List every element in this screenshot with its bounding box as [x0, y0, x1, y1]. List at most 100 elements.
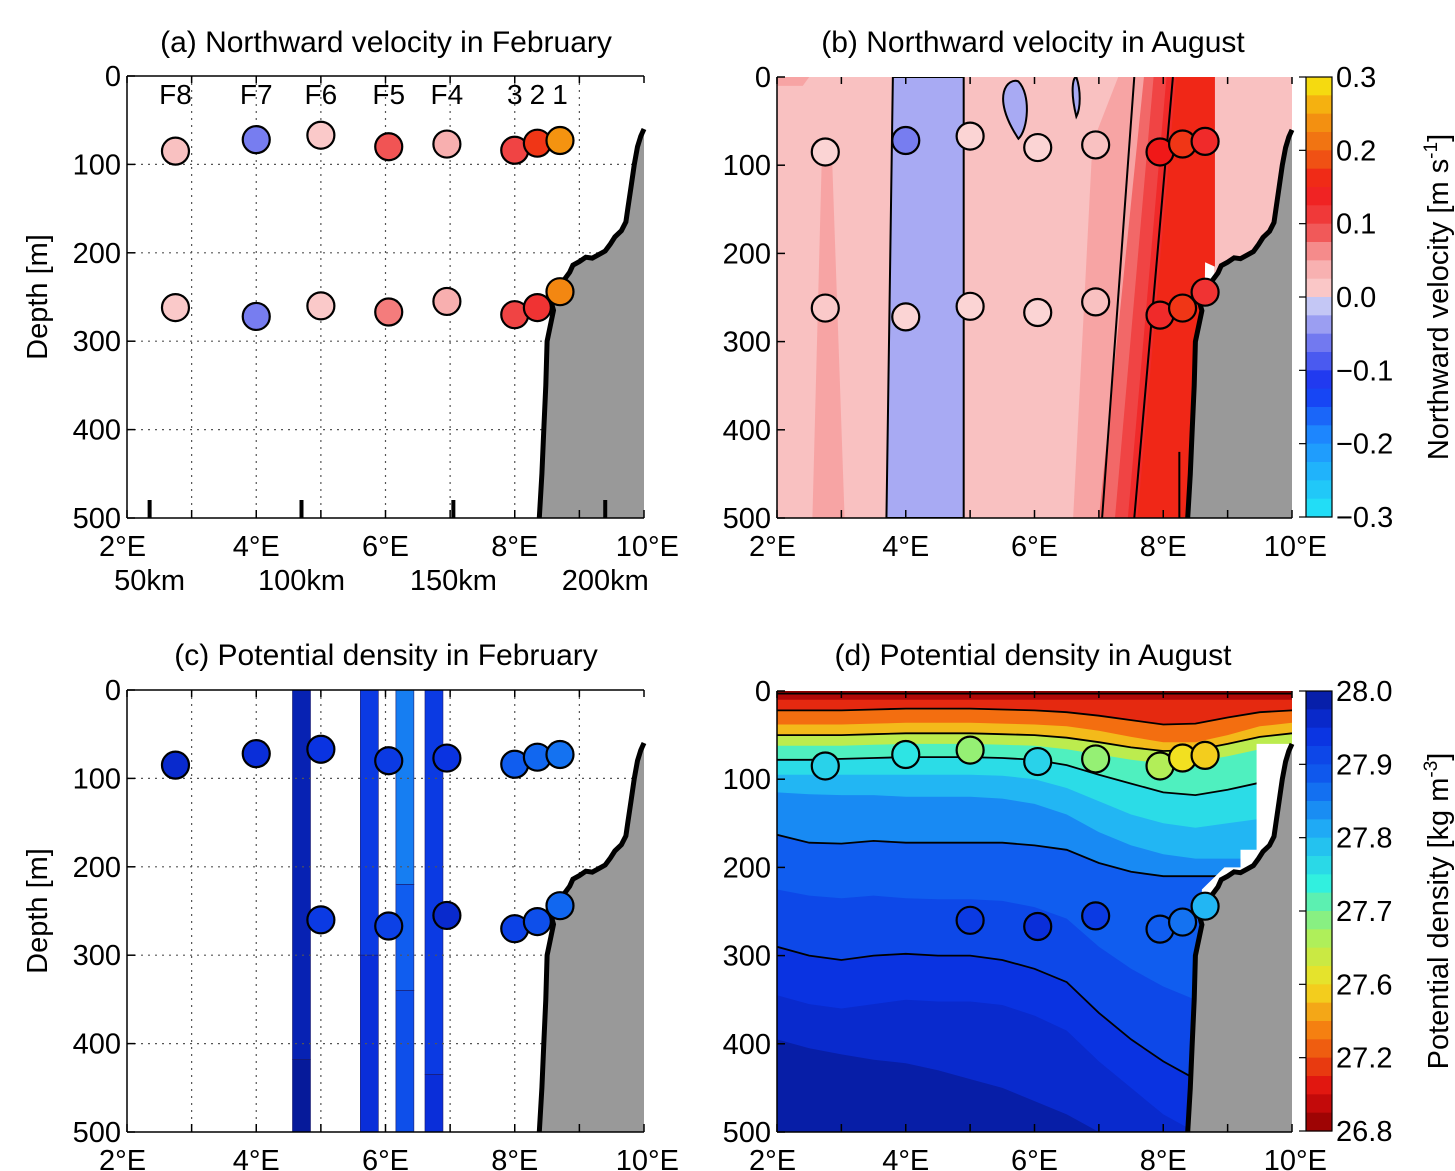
data-point	[1167, 907, 1198, 937]
data-point	[374, 746, 404, 776]
density-profile-segment	[424, 1074, 444, 1133]
colorbar-swatch	[1306, 892, 1332, 912]
data-point	[891, 302, 921, 332]
y-tick-label: 0	[755, 676, 771, 708]
seafloor-topography	[539, 743, 644, 1132]
data-point	[1023, 746, 1053, 777]
panel-c-ylabel: Depth [m]	[22, 848, 54, 974]
station-label: 1	[552, 79, 568, 110]
colorbar-swatch	[1306, 113, 1332, 133]
data-point	[955, 121, 985, 151]
colorbar-swatch	[1306, 480, 1332, 500]
y-tick-label: 100	[73, 149, 121, 181]
density-profile-segment	[395, 884, 415, 991]
colorbar-swatch	[1306, 984, 1332, 1004]
data-point	[1081, 130, 1111, 160]
y-tick-label: 500	[73, 1117, 121, 1149]
data-point	[306, 120, 336, 150]
x-tick-label: 6°E	[362, 531, 409, 563]
data-point	[955, 735, 985, 765]
velocity-negative-patch	[1071, 77, 1081, 120]
data-point	[241, 739, 271, 769]
data-point	[1167, 293, 1198, 323]
data-point	[1190, 277, 1220, 307]
x-tick-label: 10°E	[616, 1145, 679, 1171]
data-point	[432, 129, 462, 159]
colorbar-swatch	[1306, 333, 1332, 353]
colorbar-swatch	[1306, 691, 1332, 710]
colorbar-swatch	[1306, 856, 1332, 875]
y-tick-label: 0	[105, 675, 121, 707]
y-tick-label: 0	[105, 61, 121, 93]
colorbar-swatch	[1306, 407, 1332, 426]
data-point	[160, 293, 191, 323]
density-band	[777, 1039, 1292, 1132]
station-label: 3	[507, 79, 523, 110]
y-tick-label: 200	[723, 852, 771, 884]
data-point	[160, 750, 191, 780]
colorbar-swatch	[1306, 1057, 1332, 1077]
density-profile-segment	[360, 954, 379, 1133]
colorbar-swatch	[1306, 782, 1332, 802]
data-point	[241, 125, 271, 155]
colorbar-swatch	[1306, 205, 1332, 225]
colorbar-tick-label: −0.2	[1336, 429, 1393, 461]
panel-a-title: (a) Northward velocity in February	[160, 26, 612, 59]
panel-b-title: (b) Northward velocity in August	[821, 26, 1245, 59]
data-point	[1190, 740, 1220, 770]
colorbar-swatch	[1306, 746, 1332, 765]
colorbar-swatch	[1306, 764, 1332, 784]
colorbar-swatch	[1306, 425, 1332, 445]
station-label: F5	[372, 79, 405, 110]
colorbar-swatch	[1306, 911, 1332, 930]
data-point	[241, 301, 271, 332]
colorbar-swatch	[1306, 260, 1332, 280]
density-colorbar-label: Potential density [kg m-3]	[1421, 753, 1455, 1070]
distance-label: 150km	[410, 565, 497, 597]
data-point	[810, 293, 840, 323]
data-point	[306, 734, 336, 764]
y-tick-label: 200	[723, 238, 771, 270]
velocity-band	[777, 77, 810, 86]
y-tick-label: 400	[73, 1029, 121, 1061]
density-profile-segment	[292, 1059, 311, 1133]
data-point	[545, 125, 575, 156]
y-tick-label: 500	[723, 1117, 771, 1149]
station-label: 2	[530, 79, 546, 110]
data-point	[1190, 891, 1220, 921]
data-point	[810, 751, 840, 781]
colorbar-swatch	[1306, 388, 1332, 408]
data-point	[810, 137, 840, 167]
colorbar-swatch	[1306, 727, 1332, 747]
data-point	[545, 891, 575, 921]
data-point	[522, 293, 552, 323]
x-tick-label: 10°E	[616, 531, 679, 563]
colorbar-tick-label: 0.3	[1336, 62, 1376, 94]
distance-label: 50km	[114, 565, 185, 597]
x-tick-label: 6°E	[1011, 531, 1058, 563]
velocity-weak-band	[812, 147, 845, 518]
y-tick-label: 400	[723, 415, 771, 447]
data-point	[432, 743, 462, 773]
colorbar-swatch	[1306, 947, 1332, 967]
seafloor-topography	[1187, 743, 1292, 1132]
y-tick-label: 300	[73, 940, 121, 972]
x-tick-label: 8°E	[491, 1145, 538, 1171]
colorbar-tick-label: 28.0	[1336, 676, 1392, 708]
y-tick-label: 0	[755, 62, 771, 94]
x-tick-label: 2°E	[99, 1145, 146, 1171]
data-point	[374, 297, 404, 327]
colorbar-tick-label: 0.2	[1336, 135, 1376, 167]
data-point	[374, 132, 404, 162]
colorbar-swatch	[1306, 352, 1332, 371]
y-tick-label: 300	[73, 326, 121, 358]
distance-label: 200km	[562, 565, 649, 597]
seafloor-topography	[539, 129, 644, 518]
colorbar-swatch	[1306, 443, 1332, 463]
density-profile-segment	[395, 990, 415, 1133]
data-point	[306, 291, 336, 321]
density-profile-segment	[360, 689, 379, 956]
colorbar-swatch	[1306, 150, 1332, 170]
y-tick-label: 100	[73, 763, 121, 795]
